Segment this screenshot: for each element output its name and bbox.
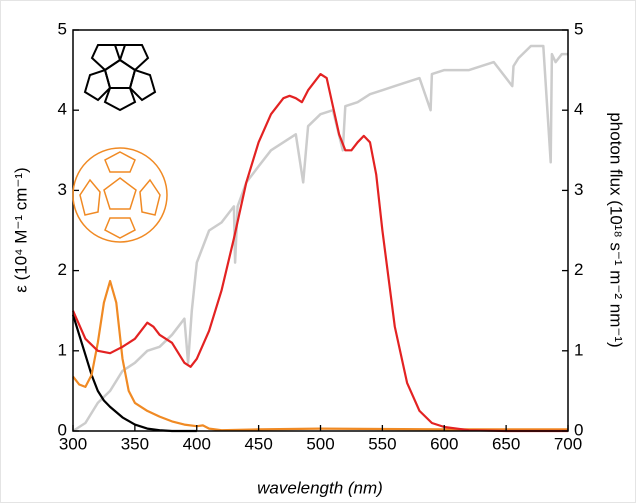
y-axis-label: ε (10⁴ M⁻¹ cm⁻¹) <box>11 167 30 292</box>
y2-tick-label: 3 <box>574 180 583 199</box>
x-tick-label: 700 <box>554 434 582 453</box>
y2-tick-label: 4 <box>574 100 583 119</box>
y2-tick-label: 5 <box>574 19 583 38</box>
x-tick-label: 650 <box>492 434 520 453</box>
data-line <box>72 279 568 432</box>
y2-tick-label: 2 <box>574 260 583 279</box>
y-tick-label: 0 <box>58 420 67 439</box>
y-tick-label: 2 <box>58 260 67 279</box>
data-line <box>71 314 197 433</box>
y-tick-label: 3 <box>58 180 67 199</box>
data-line <box>71 73 568 433</box>
corannulene-icon <box>83 44 157 112</box>
y2-tick-label: 0 <box>574 420 583 439</box>
x-tick-label: 600 <box>430 434 458 453</box>
x-tick-label: 300 <box>59 434 87 453</box>
x-tick-label: 550 <box>368 434 396 453</box>
x-tick-label: 400 <box>183 434 211 453</box>
x-axis-label: wavelength (nm) <box>257 478 383 497</box>
c60-icon <box>72 147 168 243</box>
y-tick-label: 4 <box>58 100 67 119</box>
y-tick-label: 5 <box>58 19 67 38</box>
x-tick-label: 350 <box>121 434 149 453</box>
x-tick-label: 500 <box>306 434 334 453</box>
y2-tick-label: 1 <box>574 340 583 359</box>
y-tick-label: 1 <box>58 340 67 359</box>
y2-axis-label: photon flux (10¹⁸ s⁻¹ m⁻² nm⁻¹) <box>607 112 626 347</box>
x-tick-label: 450 <box>244 434 272 453</box>
data-line <box>72 44 568 433</box>
